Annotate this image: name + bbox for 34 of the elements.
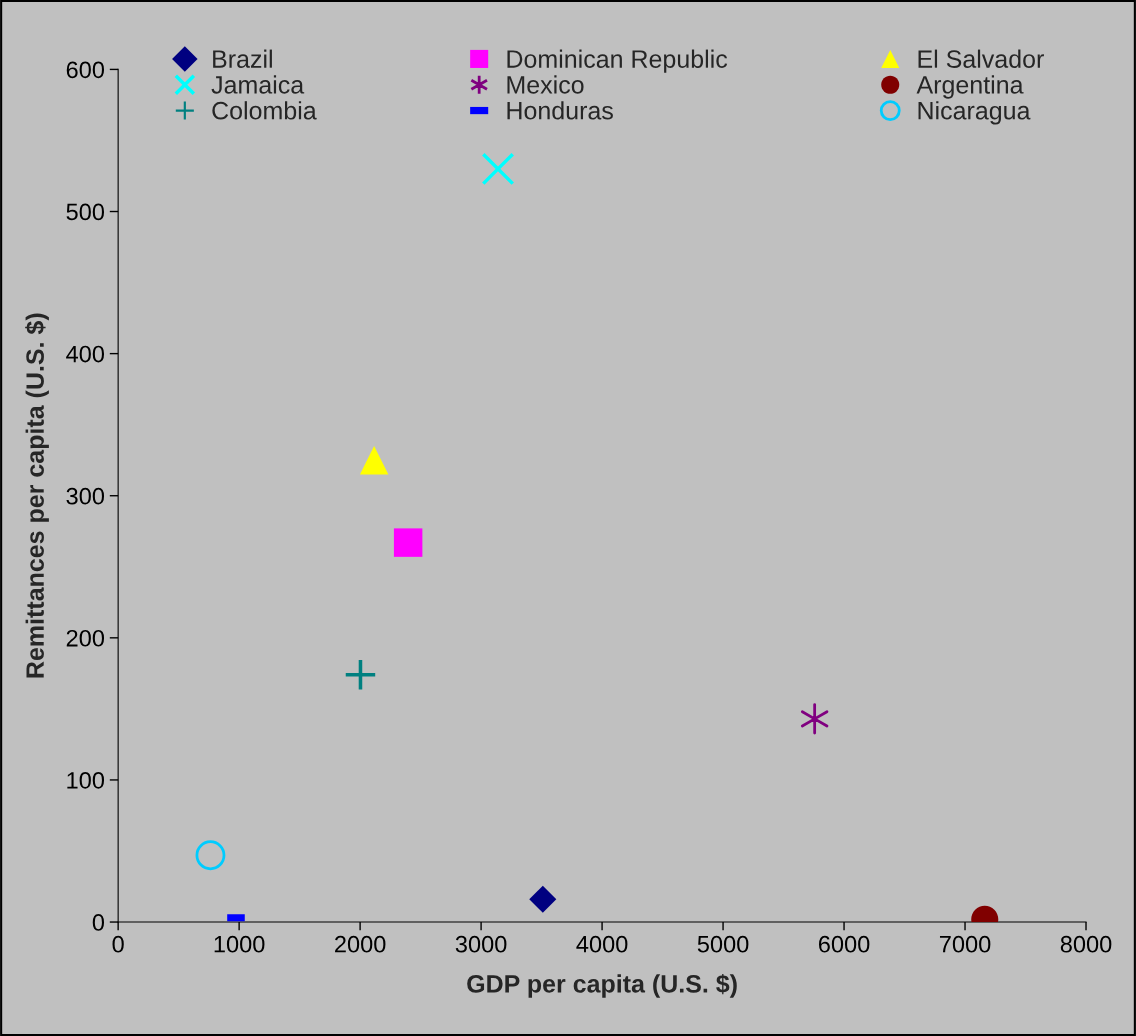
y-tick-label: 200 (66, 629, 105, 647)
legend-label: Honduras (507, 101, 613, 120)
x-tick-label: 0 (112, 935, 124, 953)
point (529, 885, 557, 913)
point (345, 660, 376, 690)
legend-label: Jamaica (211, 75, 305, 94)
y-tick-label: 0 (92, 914, 105, 931)
x-tick-label: 7000 (939, 935, 991, 953)
y-tick-label: 400 (66, 345, 105, 363)
x-tick-label: 8000 (1060, 935, 1112, 953)
point (481, 152, 515, 186)
point (393, 528, 423, 557)
x-tick-label: 1000 (214, 935, 265, 953)
x-tick-label: 3000 (455, 935, 507, 953)
legend-label: Dominican Republic (507, 49, 728, 73)
y-tick-label: 500 (66, 203, 105, 221)
x-axis-title: GDP per capita (U.S. $) (467, 973, 737, 998)
point (359, 445, 389, 475)
point (195, 840, 226, 871)
legend-label: Mexico (507, 75, 584, 94)
legend-label: Colombia (212, 101, 317, 120)
legend-label: Argentina (916, 75, 1024, 99)
legend-label: El Salvador (918, 49, 1044, 68)
legend-label: Nicaragua (918, 101, 1031, 125)
point (800, 703, 829, 735)
x-tick-label: 5000 (697, 935, 749, 953)
y-axis-title: Remittances per capita (U.S. $) (25, 313, 49, 678)
x-tick-label: 4000 (576, 935, 628, 953)
legend-label: Brazil (213, 49, 272, 68)
x-tick-label: 2000 (335, 935, 386, 953)
y-tick-label: 600 (66, 61, 105, 79)
y-tick-label: 300 (66, 487, 105, 505)
y-tick-label: 100 (67, 772, 105, 789)
x-tick-label: 6000 (818, 935, 870, 953)
